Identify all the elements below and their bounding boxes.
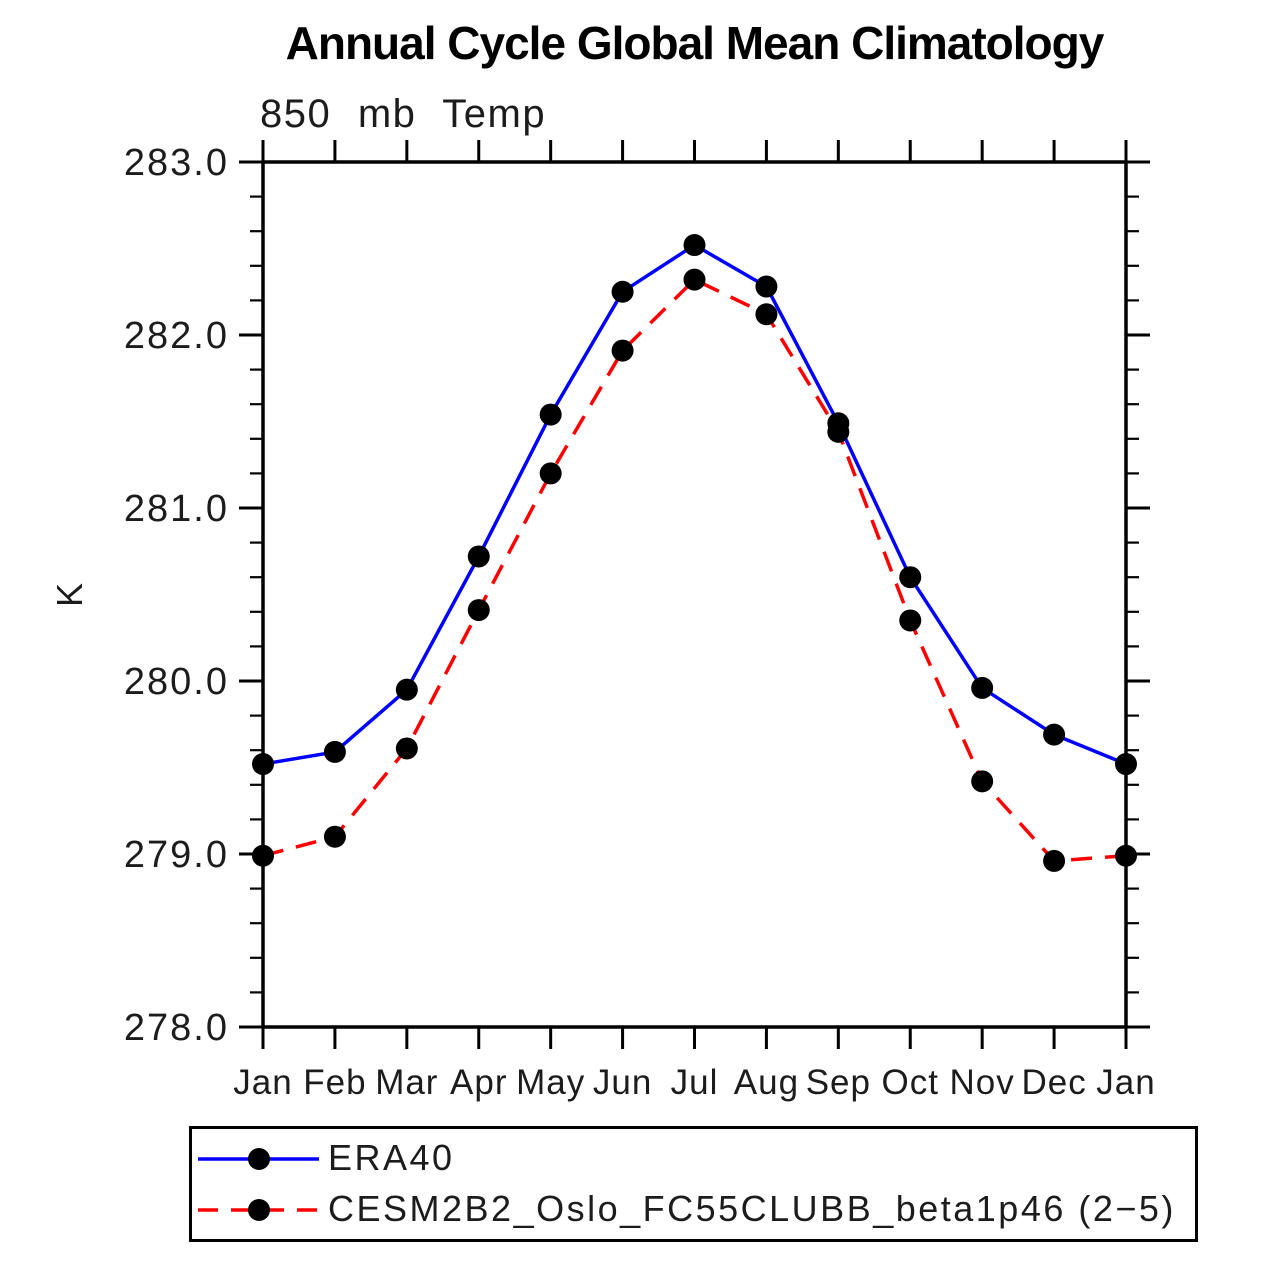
data-point-marker: [467, 545, 490, 568]
data-point-marker: [755, 275, 778, 298]
x-tick-label: Sep: [806, 1063, 871, 1102]
chart-subtitle: 850 mb Temp: [260, 92, 547, 136]
data-point-marker: [827, 420, 850, 443]
data-point-marker: [539, 462, 562, 485]
x-tick-label: Apr: [450, 1063, 507, 1102]
legend-marker-icon: [248, 1198, 270, 1221]
data-point-marker: [323, 825, 346, 848]
data-point-marker: [539, 403, 562, 426]
x-tick-label: Dec: [1021, 1063, 1086, 1102]
x-tick-label: Jul: [671, 1063, 719, 1102]
data-point-marker: [395, 678, 418, 701]
y-tick-label: 279.0: [124, 834, 229, 876]
x-tick-label: Nov: [950, 1063, 1015, 1102]
y-tick-label: 280.0: [124, 661, 229, 703]
series-line-era40: [262, 242, 1127, 766]
data-point-marker: [899, 566, 922, 589]
data-point-marker: [611, 280, 634, 303]
x-tick-label: Jun: [593, 1063, 652, 1102]
x-tick-label: Jan: [233, 1063, 292, 1102]
legend-box: ERA40 CESM2B2_Oslo_FC55CLUBB_beta1p46 (2…: [189, 1126, 1198, 1242]
chart-title: Annual Cycle Global Mean Climatology: [285, 17, 1105, 69]
data-point-marker: [971, 770, 994, 793]
legend-item-cesm2b2: CESM2B2_Oslo_FC55CLUBB_beta1p46 (2−5): [192, 1183, 1195, 1234]
data-point-marker: [971, 676, 994, 699]
legend-solid-line-sample: [198, 1147, 319, 1170]
data-point-marker: [395, 737, 418, 760]
x-tick-label: May: [516, 1063, 585, 1102]
x-tick-label: Feb: [303, 1063, 366, 1102]
y-tick-label: 283.0: [124, 142, 229, 184]
y-tick-label: 278.0: [124, 1007, 229, 1049]
legend-label-cesm2b2: CESM2B2_Oslo_FC55CLUBB_beta1p46 (2−5): [328, 1187, 1176, 1229]
x-tick-label: Mar: [375, 1063, 438, 1102]
data-point-marker: [252, 753, 274, 776]
legend-dashed-line-sample: [198, 1198, 319, 1221]
data-point-marker: [683, 234, 706, 257]
x-tick-label: Oct: [882, 1063, 939, 1102]
data-point-marker: [323, 740, 346, 763]
y-tick-label: 282.0: [124, 315, 229, 357]
data-point-marker: [899, 609, 922, 632]
data-point-marker: [683, 268, 706, 291]
data-point-marker: [1043, 849, 1066, 872]
x-tick-label: Jan: [1096, 1063, 1155, 1102]
legend-item-era40: ERA40: [192, 1132, 1195, 1183]
x-tick-label: Aug: [734, 1063, 799, 1102]
legend-marker-icon: [248, 1147, 270, 1170]
data-point-marker: [252, 844, 274, 867]
data-point-marker: [467, 599, 490, 622]
data-point-marker: [611, 339, 634, 362]
y-tick-label: 281.0: [124, 488, 229, 530]
data-point-marker: [1115, 844, 1137, 867]
series-line-cesm2b2: [262, 277, 1127, 863]
legend-label-era40: ERA40: [328, 1136, 455, 1178]
data-point-marker: [1115, 753, 1137, 776]
data-point-marker: [1043, 723, 1066, 746]
data-point-marker: [755, 303, 778, 326]
